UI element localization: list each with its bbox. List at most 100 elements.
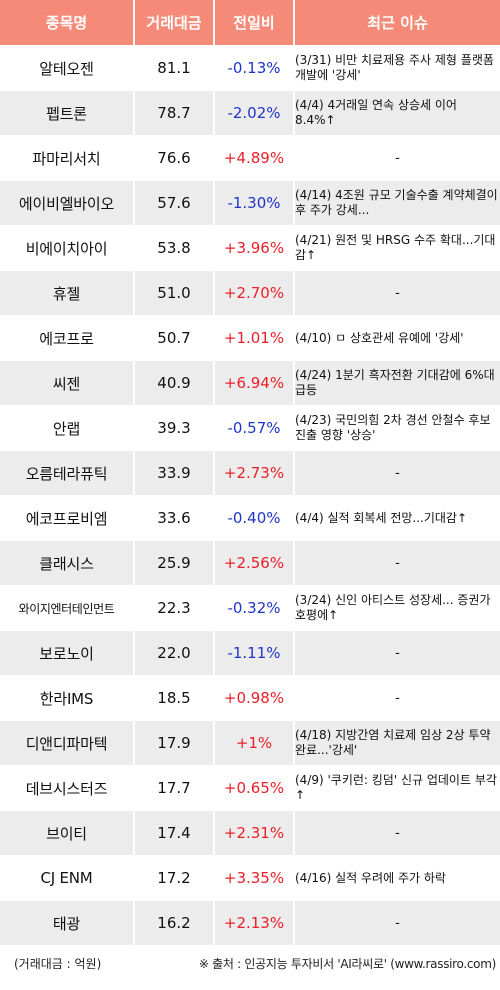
recent-issue: (3/31) 비만 치료제용 주사 제형 플랫폼 개발에 '강세' [295,45,500,90]
recent-issue: - [295,540,500,585]
change-rate: +3.96% [215,225,295,270]
trading-value: 25.9 [135,540,215,585]
recent-issue: (4/24) 1분기 흑자전환 기대감에 6%대 급등 [295,360,500,405]
recent-issue: - [295,450,500,495]
table-row: 브이티 17.4 +2.31% - [0,810,500,855]
table-row: 에이비엘바이오 57.6 -1.30% (4/14) 4조원 규모 기술수출 계약체결… [0,180,500,225]
table-row: 와이지엔터테인먼트 22.3 -0.32% (3/24) 신인 아티스트 성장세...… [0,585,500,630]
change-rate: -2.02% [215,90,295,135]
trading-value: 22.3 [135,585,215,630]
table-row: 휴젤 51.0 +2.70% - [0,270,500,315]
stock-name: 에이비엘바이오 [0,180,135,225]
recent-issue: (4/16) 실적 우려에 주가 하락 [295,855,500,900]
change-rate: -0.40% [215,495,295,540]
recent-issue: - [295,900,500,945]
trading-value: 39.3 [135,405,215,450]
change-rate: +4.89% [215,135,295,180]
recent-issue: (4/9) '쿠키런: 킹덤' 신규 업데이트 부각↑ [295,765,500,810]
stock-name: 에코프로 [0,315,135,360]
trading-value: 33.9 [135,450,215,495]
recent-issue: (4/10) ㅁ 상호관세 유예에 '강세' [295,315,500,360]
change-rate: +1.01% [215,315,295,360]
trading-value: 57.6 [135,180,215,225]
table-row: 펩트론 78.7 -2.02% (4/4) 4거래일 연속 상승세 이어 8.4%↑ [0,90,500,135]
recent-issue: - [295,135,500,180]
change-rate: +0.98% [215,675,295,720]
stock-name: 에코프로비엠 [0,495,135,540]
table-row: 씨젠 40.9 +6.94% (4/24) 1분기 흑자전환 기대감에 6%대 급등 [0,360,500,405]
stock-name: 휴젤 [0,270,135,315]
header-volume: 거래대금 [135,0,215,45]
header-name: 종목명 [0,0,135,45]
stock-name: 한라IMS [0,675,135,720]
trading-value: 40.9 [135,360,215,405]
change-rate: -1.30% [215,180,295,225]
stock-name: 보로노이 [0,630,135,675]
trading-value: 17.9 [135,720,215,765]
stock-name: 알테오젠 [0,45,135,90]
change-rate: -1.11% [215,630,295,675]
change-rate: +3.35% [215,855,295,900]
footer: (거래대금 : 억원) ※ 출처 : 인공지능 투자비서 'AI라씨로' (ww… [0,955,500,975]
table-row: 안랩 39.3 -0.57% (4/23) 국민의힘 2차 경선 안철수 후보 진출 … [0,405,500,450]
stock-name: 와이지엔터테인먼트 [0,585,135,630]
table-row: 클래시스 25.9 +2.56% - [0,540,500,585]
recent-issue: - [295,675,500,720]
source-note: ※ 출처 : 인공지능 투자비서 'AI라씨로' (www.rassiro.co… [198,957,496,971]
table-row: 파마리서치 76.6 +4.89% - [0,135,500,180]
change-rate: -0.57% [215,405,295,450]
change-rate: +2.56% [215,540,295,585]
stock-name: CJ ENM [0,855,135,900]
table-row: 데브시스터즈 17.7 +0.65% (4/9) '쿠키런: 킹덤' 신규 업데이트 … [0,765,500,810]
recent-issue: - [295,630,500,675]
stock-name: 데브시스터즈 [0,765,135,810]
stock-name: 태광 [0,900,135,945]
trading-value: 22.0 [135,630,215,675]
change-rate: +1% [215,720,295,765]
recent-issue: (4/18) 지방간염 치료제 임상 2상 투약 완료...'강세' [295,720,500,765]
table-row: 알테오젠 81.1 -0.13% (3/31) 비만 치료제용 주사 제형 플랫폼 개… [0,45,500,90]
trading-value: 16.2 [135,900,215,945]
stock-name: 씨젠 [0,360,135,405]
change-rate: +6.94% [215,360,295,405]
trading-value-table: 종목명 거래대금 전일비 최근 이슈 알테오젠 81.1 -0.13% (3/31) … [0,0,500,945]
header-issue: 최근 이슈 [295,0,500,45]
table-row: 디앤디파마텍 17.9 +1% (4/18) 지방간염 치료제 임상 2상 투약 완료… [0,720,500,765]
table-row: CJ ENM 17.2 +3.35% (4/16) 실적 우려에 주가 하락 [0,855,500,900]
trading-value: 17.4 [135,810,215,855]
stock-name: 펩트론 [0,90,135,135]
recent-issue: - [295,270,500,315]
trading-value: 51.0 [135,270,215,315]
change-rate: -0.13% [215,45,295,90]
change-rate: +2.70% [215,270,295,315]
change-rate: +2.13% [215,900,295,945]
stock-name: 파마리서치 [0,135,135,180]
recent-issue: (4/4) 4거래일 연속 상승세 이어 8.4%↑ [295,90,500,135]
stock-name: 디앤디파마텍 [0,720,135,765]
recent-issue: (4/23) 국민의힘 2차 경선 안철수 후보 진출 영향 '상승' [295,405,500,450]
trading-value: 76.6 [135,135,215,180]
trading-value: 18.5 [135,675,215,720]
stock-name: 안랩 [0,405,135,450]
table-row: 비에이치아이 53.8 +3.96% (4/21) 원전 및 HRSG 수주 확대..… [0,225,500,270]
change-rate: +2.73% [215,450,295,495]
table-header: 종목명 거래대금 전일비 최근 이슈 [0,0,500,45]
change-rate: +0.65% [215,765,295,810]
recent-issue: (4/21) 원전 및 HRSG 수주 확대...기대감↑ [295,225,500,270]
recent-issue: - [295,810,500,855]
unit-note: (거래대금 : 억원) [14,957,102,971]
table-row: 에코프로비엠 33.6 -0.40% (4/4) 실적 회복세 전망...기대감↑ [0,495,500,540]
stock-name: 오름테라퓨틱 [0,450,135,495]
table-row: 태광 16.2 +2.13% - [0,900,500,945]
header-change: 전일비 [215,0,295,45]
trading-value: 17.2 [135,855,215,900]
trading-value: 33.6 [135,495,215,540]
trading-value: 53.8 [135,225,215,270]
recent-issue: (3/24) 신인 아티스트 성장세... 증권가 호평에↑ [295,585,500,630]
trading-value: 78.7 [135,90,215,135]
recent-issue: (4/14) 4조원 규모 기술수출 계약체결이후 주가 강세... [295,180,500,225]
table-row: 오름테라퓨틱 33.9 +2.73% - [0,450,500,495]
stock-name: 클래시스 [0,540,135,585]
trading-value: 50.7 [135,315,215,360]
